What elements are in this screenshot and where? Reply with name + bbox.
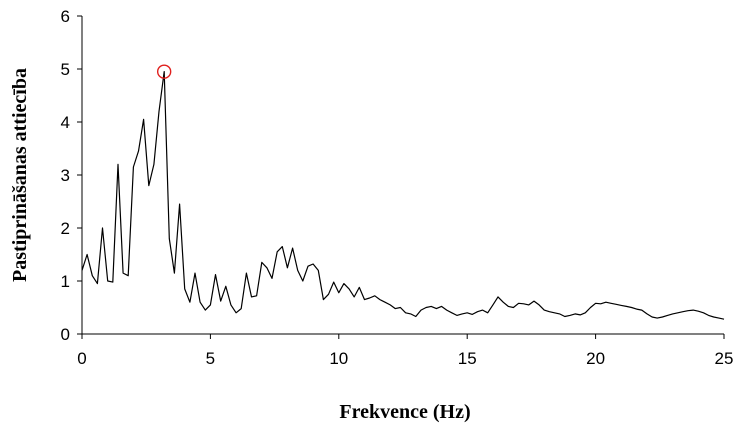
y-tick-label: 1: [61, 272, 70, 291]
x-tick-label: 10: [329, 349, 348, 368]
x-tick-label: 0: [77, 349, 86, 368]
marker-layer: [156, 64, 172, 79]
x-axis-ticks: 0 5 10 15 20 25: [77, 334, 733, 368]
y-tick-label: 3: [61, 166, 70, 185]
y-axis-ticks: 0 1 2 3 4 5 6: [61, 7, 82, 344]
peak-marker: [156, 64, 172, 79]
series-line-0: [81, 70, 725, 320]
x-axis-title: Frekvence (Hz): [339, 401, 470, 423]
plot-area: [81, 16, 724, 335]
x-tick-label: 25: [715, 349, 734, 368]
y-axis-title: Pastiprināšanas attiecība: [9, 68, 31, 282]
x-tick-label: 20: [586, 349, 605, 368]
y-tick-label: 6: [61, 7, 70, 26]
y-tick-label: 4: [61, 113, 70, 132]
x-tick-label: 5: [206, 349, 215, 368]
y-tick-label: 2: [61, 219, 70, 238]
y-tick-label: 5: [61, 60, 70, 79]
series-layer: [81, 70, 725, 320]
y-tick-label: 0: [61, 325, 70, 344]
x-tick-label: 15: [458, 349, 477, 368]
